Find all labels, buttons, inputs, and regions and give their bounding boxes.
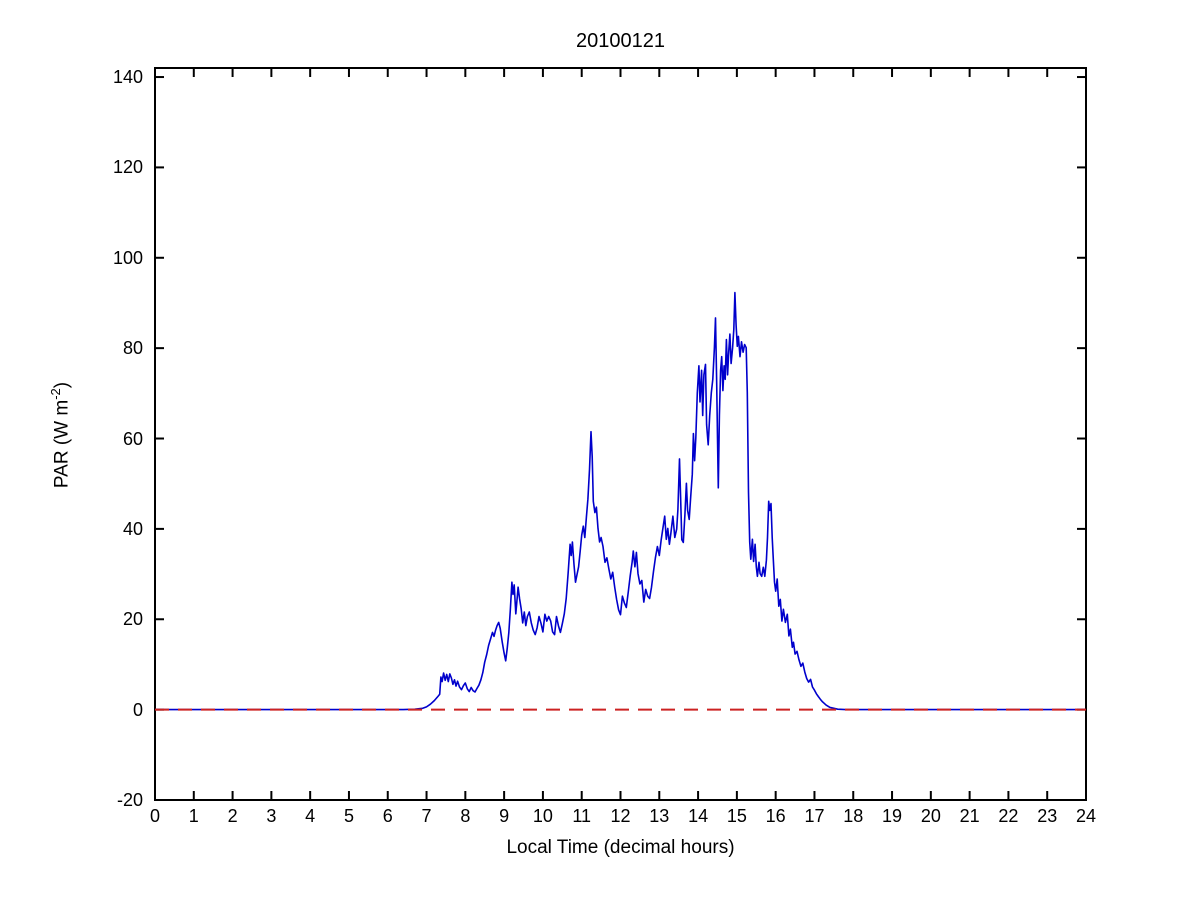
y-tick-label: 0 bbox=[132, 699, 143, 720]
y-tick-label: 100 bbox=[112, 247, 143, 268]
x-tick-label: 6 bbox=[382, 806, 393, 826]
chart-title: 20100121 bbox=[576, 30, 665, 52]
y-tick-label: 80 bbox=[122, 338, 143, 359]
par-line bbox=[155, 291, 1086, 711]
x-tick-label: 21 bbox=[959, 806, 980, 826]
y-axis-label-suffix: ) bbox=[51, 381, 73, 389]
x-tick-label: 12 bbox=[610, 806, 631, 826]
x-tick-label: 16 bbox=[765, 806, 786, 826]
y-tick-label: 120 bbox=[112, 157, 143, 178]
x-tick-label: 1 bbox=[188, 806, 199, 826]
y-axis-label-text: PAR (W m bbox=[51, 399, 73, 489]
y-tick-label: 140 bbox=[112, 67, 143, 88]
x-tick-label: 19 bbox=[882, 806, 903, 826]
y-tick-label: 20 bbox=[122, 609, 143, 630]
x-tick-label: 18 bbox=[843, 806, 864, 826]
y-tick-label: 60 bbox=[122, 428, 143, 449]
x-tick-label: 2 bbox=[227, 806, 238, 826]
x-tick-label: 5 bbox=[343, 806, 354, 826]
y-tick-label: 40 bbox=[122, 518, 143, 539]
x-tick-label: 15 bbox=[726, 806, 747, 826]
y-axis-label-superscript: -2 bbox=[48, 388, 63, 400]
x-tick-label: 10 bbox=[532, 806, 553, 826]
x-axis-label: Local Time (decimal hours) bbox=[506, 837, 735, 858]
y-tick-label: -20 bbox=[116, 790, 143, 810]
x-tick-label: 8 bbox=[460, 806, 471, 826]
x-tick-label: 22 bbox=[998, 806, 1019, 826]
x-tick-label: 13 bbox=[649, 806, 670, 826]
plot-box bbox=[154, 67, 1087, 801]
y-axis-label: PAR (W m-2) bbox=[48, 270, 76, 600]
x-tick-label: 14 bbox=[688, 806, 709, 826]
x-tick-label: 4 bbox=[305, 806, 316, 826]
x-tick-label: 24 bbox=[1075, 806, 1097, 826]
x-tick-label: 3 bbox=[266, 806, 277, 826]
x-tick-label: 11 bbox=[572, 806, 592, 826]
x-tick-label: 9 bbox=[499, 806, 510, 826]
x-tick-label: 7 bbox=[421, 806, 432, 826]
x-tick-label: 17 bbox=[804, 806, 825, 826]
x-tick-label: 20 bbox=[920, 806, 941, 826]
x-tick-label: 23 bbox=[1037, 806, 1058, 826]
x-tick-label: 0 bbox=[149, 806, 160, 826]
